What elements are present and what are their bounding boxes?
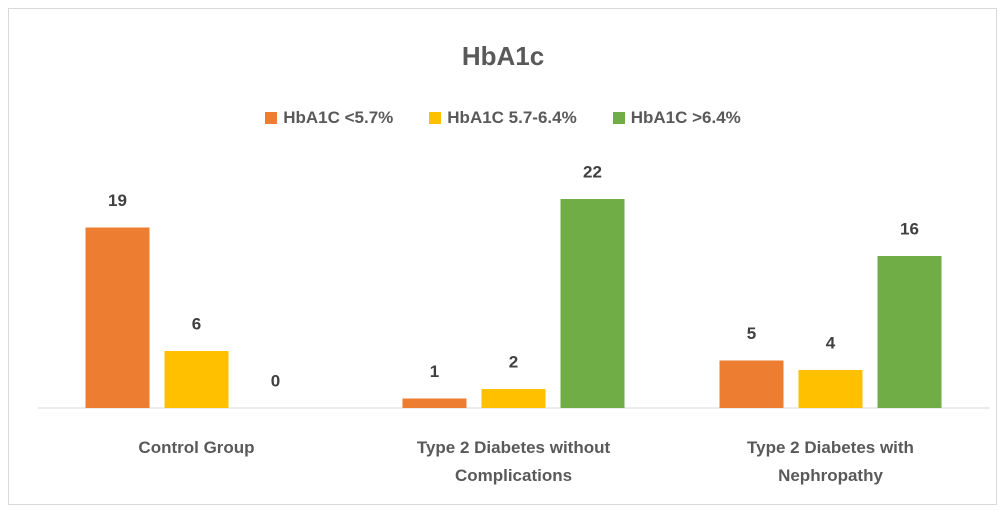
legend-label: HbA1C >6.4% [630, 108, 741, 127]
bar [85, 227, 150, 408]
legend-swatch [612, 112, 625, 124]
x-tick-label: Type 2 Diabetes with Nephropathy [747, 438, 914, 485]
bar [719, 360, 784, 408]
chart-title: HbA1c [462, 41, 544, 71]
legend-label: HbA1C 5.7-6.4% [447, 108, 577, 127]
bar [481, 389, 546, 408]
legend-item: HbA1C 5.7-6.4% [429, 108, 577, 128]
x-tick-label: Control Group [138, 438, 255, 457]
x-tick-label: Type 2 Diabetes without Complications [416, 438, 611, 485]
data-label: 1 [430, 362, 439, 381]
chart-border [8, 8, 997, 505]
legend-label: HbA1C <5.7% [283, 108, 394, 127]
legend: HbA1C <5.7% HbA1C 5.7-6.4% HbA1C >6.4% [0, 108, 1006, 128]
data-label: 19 [108, 191, 127, 210]
data-label: 4 [826, 333, 836, 352]
bar [402, 398, 467, 408]
bar [164, 351, 229, 408]
legend-item: HbA1C >6.4% [612, 108, 741, 128]
bar [560, 199, 625, 408]
data-label: 22 [583, 162, 602, 181]
legend-swatch [429, 112, 442, 124]
bar [877, 256, 942, 408]
data-label: 0 [271, 371, 280, 390]
legend-swatch [265, 112, 278, 124]
data-label: 5 [747, 324, 756, 343]
legend-item: HbA1C <5.7% [265, 108, 393, 128]
bar [798, 370, 863, 408]
data-label: 16 [900, 219, 919, 238]
data-label: 6 [192, 314, 201, 333]
data-label: 2 [509, 352, 518, 371]
